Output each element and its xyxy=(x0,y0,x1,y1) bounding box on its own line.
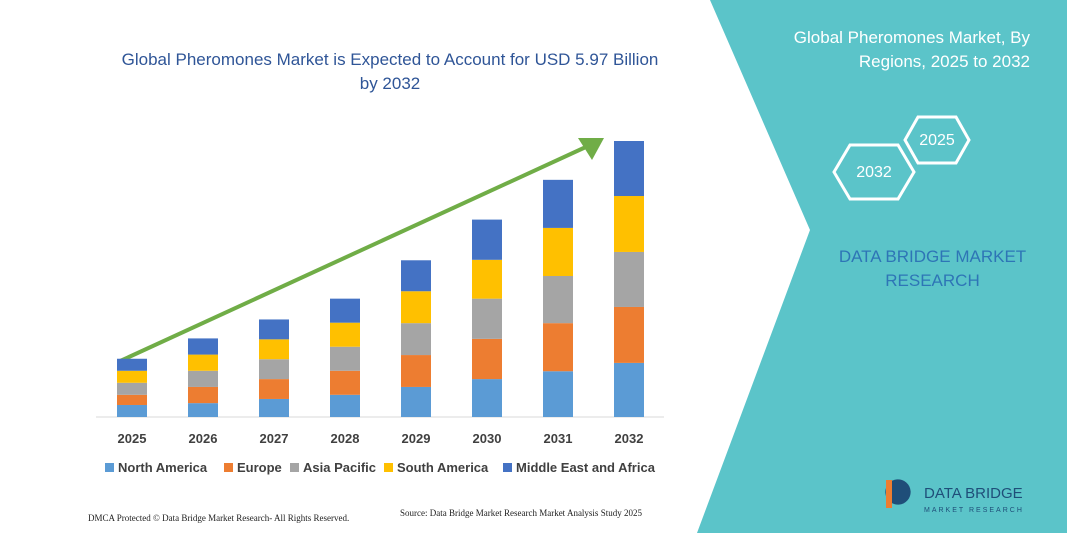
bar-segment xyxy=(117,382,147,395)
legend-swatch xyxy=(224,463,233,472)
hexagon xyxy=(903,115,971,165)
bar-segment xyxy=(259,359,289,380)
x-tick-label: 2031 xyxy=(544,431,573,446)
bar-segment xyxy=(117,394,147,405)
logo-tagline: MARKET RESEARCH xyxy=(924,507,1024,514)
bar-segment xyxy=(401,355,431,387)
panel-title: Global Pheromones Market, By Regions, 20… xyxy=(793,28,1030,71)
x-tick-label: 2028 xyxy=(331,431,360,446)
legend-swatch xyxy=(105,463,114,472)
x-tick-label: 2029 xyxy=(402,431,431,446)
bar-segment xyxy=(330,322,360,347)
bar-segment xyxy=(259,398,289,417)
bar-segment xyxy=(614,362,644,417)
bar-segment xyxy=(117,404,147,417)
trend-arrow xyxy=(117,144,589,364)
legend-swatch xyxy=(503,463,512,472)
legend-label: South America xyxy=(397,460,489,475)
source: Source: Data Bridge Market Research Mark… xyxy=(400,508,642,518)
x-tick-label: 2027 xyxy=(260,431,289,446)
bar-segment xyxy=(472,338,502,380)
x-tick-label: 2026 xyxy=(189,431,218,446)
legend-label: Europe xyxy=(237,460,282,475)
x-tick-label: 2025 xyxy=(118,431,147,446)
bar-segment xyxy=(188,386,218,404)
bar-segment xyxy=(472,219,502,260)
bar-segment xyxy=(117,358,147,371)
x-tick-label: 2032 xyxy=(615,431,644,446)
hexagon-label: 2032 xyxy=(856,164,892,181)
arrow-head xyxy=(578,138,604,160)
side-panel xyxy=(697,0,1067,533)
x-tick-label: 2030 xyxy=(473,431,502,446)
bar-segment xyxy=(259,319,289,340)
chart-title: Global Pheromones Market is Expected to … xyxy=(121,50,659,93)
hexagon xyxy=(832,143,916,201)
bar-segment xyxy=(330,298,360,323)
bar-segment xyxy=(259,379,289,399)
copyright: DMCA Protected © Data Bridge Market Rese… xyxy=(88,513,350,523)
bar-segment xyxy=(330,370,360,395)
bar-segment xyxy=(188,403,218,417)
bar-segment xyxy=(614,306,644,363)
bar-segment xyxy=(188,338,218,355)
bar-segment xyxy=(543,275,573,324)
bar-segment xyxy=(330,394,360,417)
bar-segment xyxy=(330,346,360,371)
logo-name: DATA BRIDGE xyxy=(924,485,1023,502)
bar-segment xyxy=(543,227,573,276)
bar-segment xyxy=(543,323,573,372)
bar-segment xyxy=(188,354,218,371)
bar-segment xyxy=(401,323,431,356)
legend-swatch xyxy=(290,463,299,472)
bar-segment xyxy=(614,251,644,307)
bar-segment xyxy=(543,179,573,228)
bar-segment xyxy=(614,141,644,197)
bar-segment xyxy=(543,371,573,417)
legend-label: Asia Pacific xyxy=(303,460,376,475)
bar-segment xyxy=(401,260,431,292)
bar-segment xyxy=(401,291,431,324)
legend-swatch xyxy=(384,463,393,472)
brand-text: DATA BRIDGE MARKET RESEARCH xyxy=(838,247,1027,290)
bar-segment xyxy=(401,386,431,417)
logo-mark xyxy=(886,480,892,508)
legend-label: North America xyxy=(118,460,208,475)
bar-segment xyxy=(259,339,289,360)
bar-segment xyxy=(188,370,218,387)
hexagon-label: 2025 xyxy=(919,132,955,149)
bar-segment xyxy=(614,196,644,252)
bar-segment xyxy=(472,298,502,339)
bar-segment xyxy=(472,259,502,299)
legend-label: Middle East and Africa xyxy=(516,460,656,475)
bar-segment xyxy=(117,370,147,383)
bar-segment xyxy=(472,379,502,417)
